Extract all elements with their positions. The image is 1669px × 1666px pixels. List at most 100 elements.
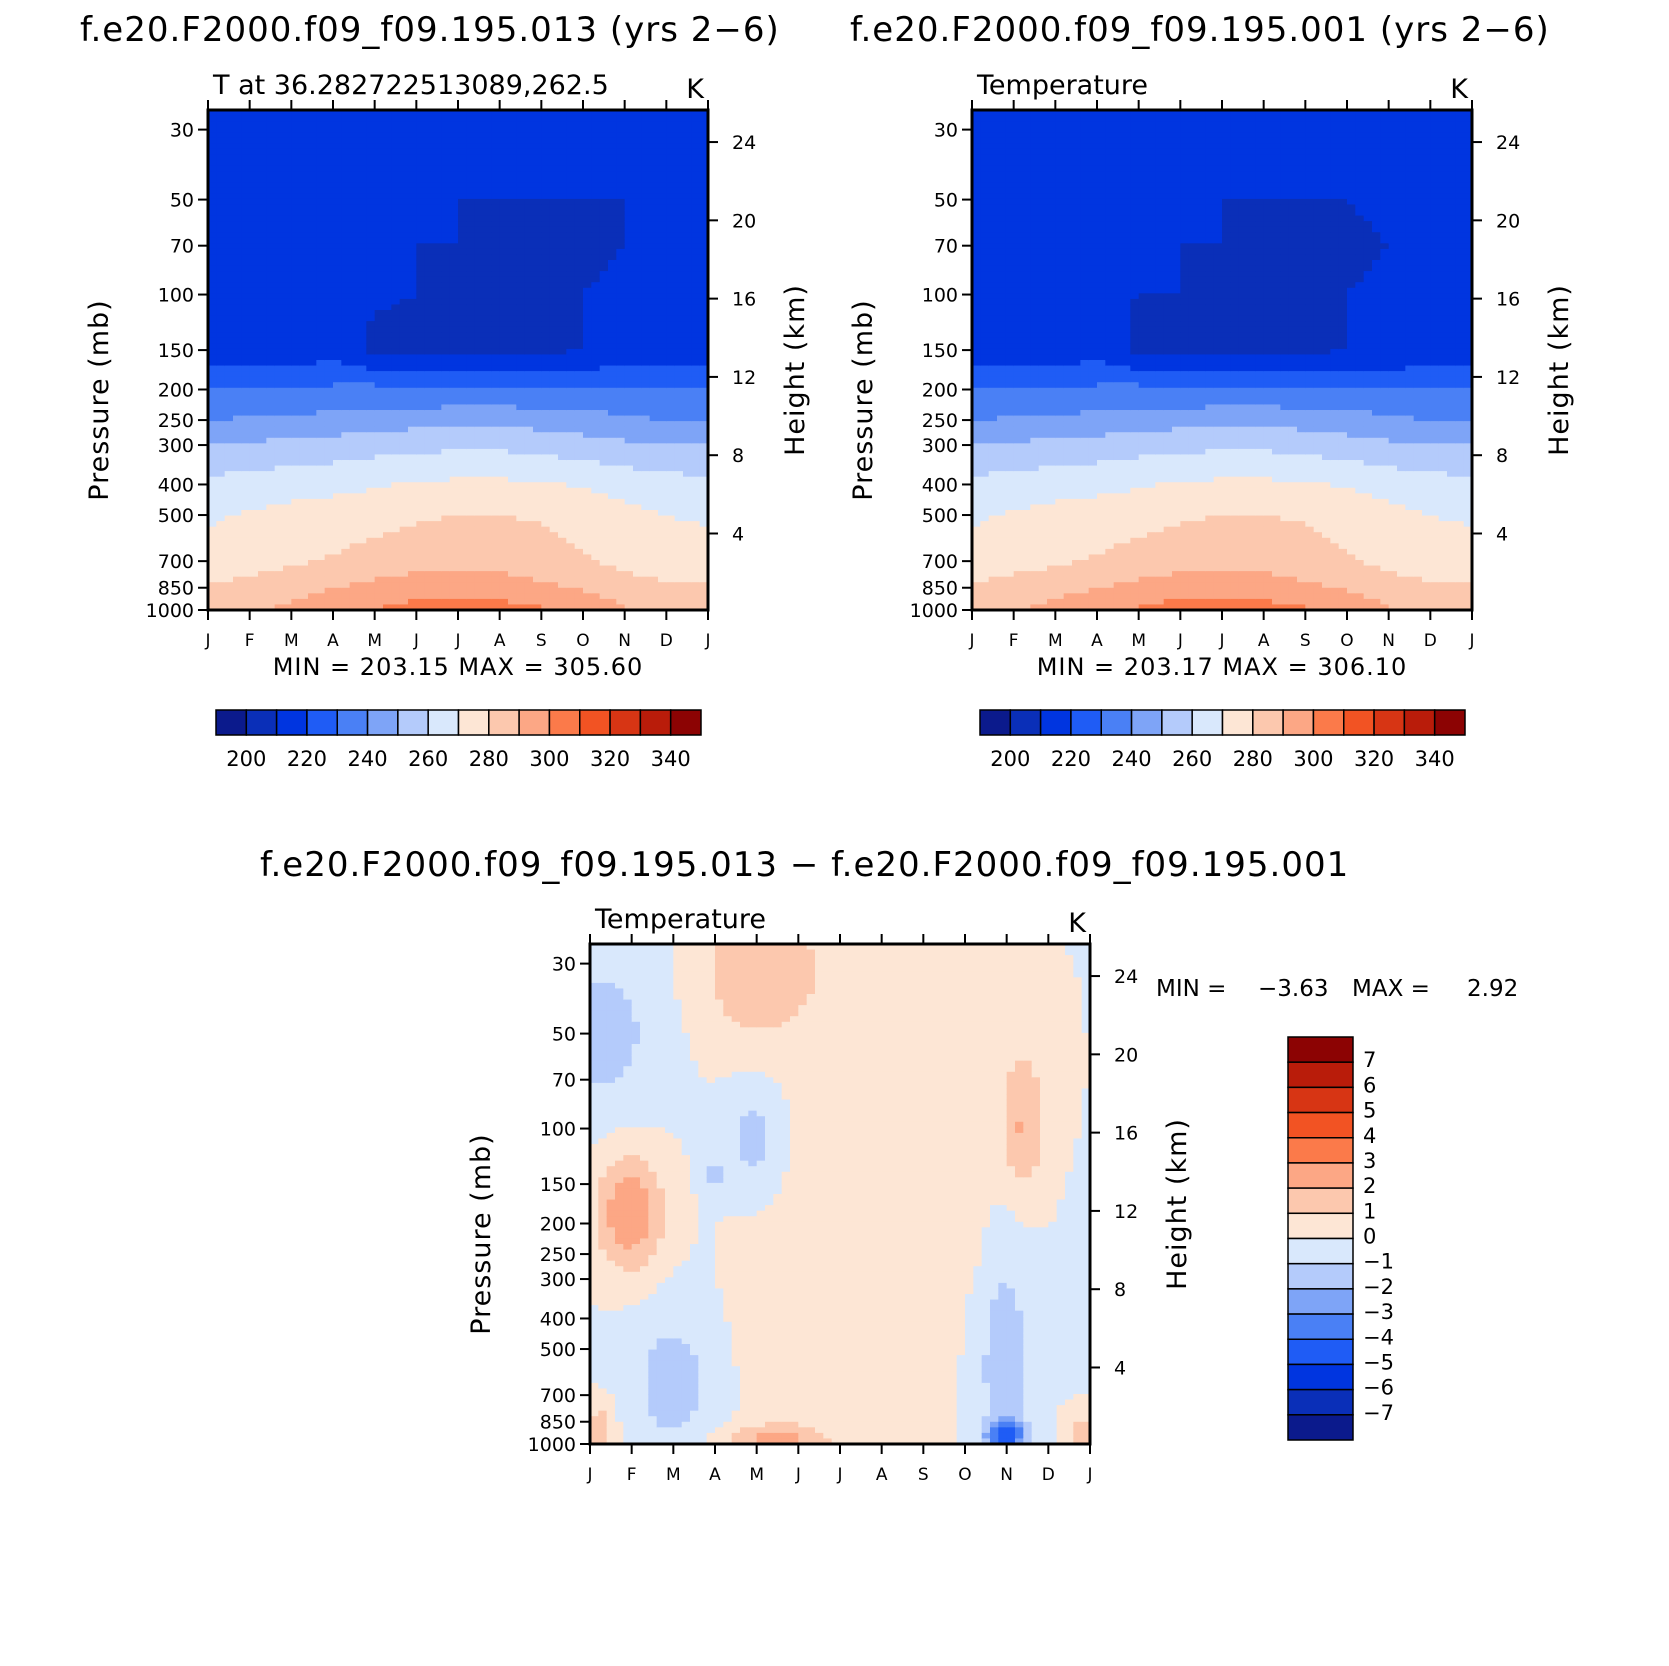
contour-cell [424,515,434,522]
contour-cell [499,382,509,389]
contour-cell [266,482,276,489]
contour-cell [358,498,367,506]
contour-cell [324,176,334,183]
contour-cell [649,165,659,172]
contour-cell [258,360,267,367]
contour-cell [499,482,509,489]
contour-cell [649,371,659,378]
contour-cell [274,476,284,483]
contour-cell [433,121,442,128]
contour-cell [291,543,301,550]
contour-cell [583,387,592,394]
contour-cell [416,321,426,328]
contour-cell [508,332,517,339]
contour-cell [533,160,542,167]
contour-cell [408,243,417,250]
contour-cell [666,154,676,161]
contour-cell [491,604,501,611]
contour-cell [408,204,417,211]
contour-cell [616,254,626,261]
contour-cell [266,548,276,556]
contour-cell [549,310,559,317]
contour-cell [524,521,534,528]
contour-cell [383,282,392,289]
contour-cell [258,482,267,489]
contour-cell [466,182,476,189]
contour-cell [666,182,676,189]
contour-cell [224,476,234,483]
contour-cell [316,304,326,311]
contour-cell [316,348,326,356]
contour-cell [616,454,626,461]
contour-cell [358,387,367,394]
contour-cell [216,404,226,411]
contour-cell [574,148,584,156]
contour-cell [208,537,217,544]
contour-cell [616,387,626,394]
contour-cell [608,476,617,483]
contour-cell [324,332,334,339]
contour-cell [583,604,592,611]
contour-cell [424,354,434,361]
contour-cell [299,348,309,356]
contour-cell [358,493,367,500]
contour-cell [291,410,301,417]
contour-cell [558,326,567,333]
contour-cell [341,287,351,294]
contour-cell [366,410,376,417]
contour-cell [549,215,559,222]
contour-cell [583,354,592,361]
contour-cell [224,482,234,489]
contour-cell [349,110,359,117]
contour-cell [374,226,384,233]
contour-cell [424,248,434,256]
contour-cell [441,232,451,239]
contour-cell [641,510,651,517]
contour-cell [649,460,659,467]
contour-cell [266,132,276,139]
contour-cell [516,304,526,311]
contour-cell [233,537,242,544]
contour-cell [599,548,609,556]
contour-cell [258,398,267,406]
contour-cell [316,204,326,211]
contour-cell [441,198,451,206]
contour-cell [316,121,326,128]
contour-cell [624,498,634,506]
contour-cell [541,154,551,161]
contour-cell [324,115,334,122]
contour-cell [633,171,642,178]
contour-cell [433,410,442,417]
contour-cell [324,343,334,350]
contour-cell [408,332,417,339]
contour-cell [658,448,667,456]
contour-cell [583,121,592,128]
contour-cell [558,415,567,422]
contour-cell [599,226,609,233]
contour-cell [283,587,292,594]
contour-cell [274,504,284,511]
contour-cell [216,110,226,117]
contour-cell [233,343,242,350]
contour-cell [324,298,334,306]
contour-cell [316,393,326,400]
contour-cell [483,126,492,133]
contour-cell [383,604,392,611]
contour-cell [241,193,251,200]
contour-cell [341,254,351,261]
contour-cell [449,160,459,167]
contour-cell [633,393,642,400]
contour-cell [291,137,301,144]
contour-cell [333,498,342,506]
contour-cell [449,565,459,572]
contour-cell [299,215,309,222]
contour-cell [599,482,609,489]
contour-cell [449,532,459,539]
contour-cell [566,415,576,422]
contour-cell [591,526,601,533]
contour-cell [458,365,467,372]
contour-cell [366,371,376,378]
contour-cell [558,271,567,278]
contour-cell [449,582,459,589]
contour-cell [324,287,334,294]
